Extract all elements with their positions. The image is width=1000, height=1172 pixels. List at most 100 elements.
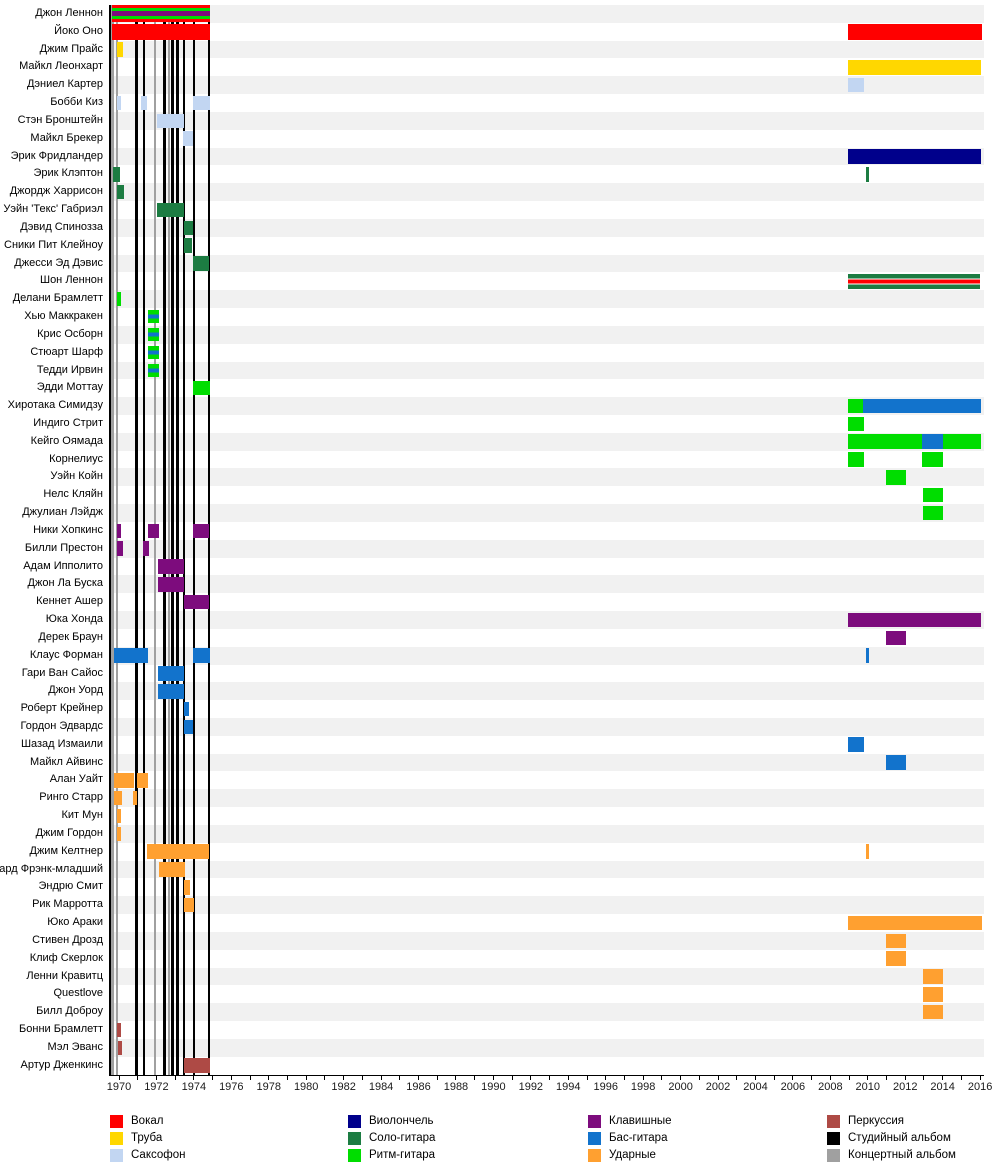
row-stripe <box>108 450 984 469</box>
musician-label: Гордон Эдвардс <box>20 720 103 732</box>
musician-label: Майкл Айвинс <box>29 755 103 768</box>
axis-tick <box>942 1076 944 1080</box>
legend-swatch <box>348 1149 361 1162</box>
musician-label: Джон Уорд <box>48 684 103 697</box>
legend-swatch <box>827 1115 840 1128</box>
row-stripe <box>108 771 984 790</box>
musician-label: Юка Хонда <box>45 613 103 626</box>
musician-label: Джим Гордон <box>35 826 103 839</box>
legend-label: Труба <box>131 1132 163 1144</box>
axis-tick <box>642 1076 644 1080</box>
row-stripe <box>108 753 984 772</box>
axis-tick <box>418 1076 420 1080</box>
row-stripe <box>108 628 984 647</box>
row-stripe <box>108 611 984 629</box>
axis-tick <box>492 1076 494 1080</box>
row-stripe <box>108 414 984 433</box>
musician-label: Тедди Ирвин <box>36 363 103 376</box>
musician-label: Клаус Форман <box>29 648 103 661</box>
legend-swatch <box>588 1149 601 1162</box>
concert-album-line <box>115 5 119 1075</box>
timeline-bar-keys <box>158 577 185 592</box>
axis-year-label: 1970 <box>106 1080 132 1093</box>
musician-label: Шон Леннон <box>39 274 103 287</box>
timeline-bar-drums <box>183 897 195 913</box>
musician-label: Хью Маккракен <box>24 310 103 323</box>
axis-tick <box>530 1076 532 1080</box>
musician-label: Гари Ван Сайос <box>21 666 103 679</box>
row-stripe <box>108 807 984 825</box>
legend-swatch <box>110 1132 123 1145</box>
musician-label: Сники Пит Клейноу <box>4 238 103 251</box>
timeline-bar-drums <box>923 1004 944 1020</box>
timeline-bar-solo <box>183 238 193 253</box>
legend-label: Клавишные <box>609 1115 672 1127</box>
musician-label: Стивен Дрозд <box>32 933 103 946</box>
axis-year-label: 1974 <box>181 1080 207 1093</box>
row-stripe <box>108 22 984 41</box>
row-stripe <box>108 646 984 665</box>
timeline-bar-solo <box>117 184 124 200</box>
row-stripe <box>108 129 984 148</box>
timeline-bar-keys <box>158 559 185 574</box>
row-stripe <box>108 860 984 879</box>
axis-year-label: 1982 <box>331 1080 356 1093</box>
musician-label: Делани Брамлетт <box>12 292 103 305</box>
row-stripe <box>108 379 984 398</box>
axis-tick <box>792 1076 794 1080</box>
axis-year-label: 2016 <box>967 1080 993 1093</box>
legend-swatch <box>588 1115 601 1128</box>
axis-tick <box>829 1076 831 1080</box>
timeline-bar-multi-role <box>848 273 981 289</box>
musician-label: Йоко Оно <box>54 24 103 37</box>
axis-tick <box>960 1076 962 1080</box>
timeline-bar-keys <box>143 541 149 556</box>
timeline-bar-sax <box>141 95 148 111</box>
musician-label: Корнелиус <box>49 452 103 465</box>
timeline-bar-rhythm <box>922 452 943 467</box>
concert-album-line <box>153 5 157 1075</box>
musician-label: Уэйн 'Текс' Габриэл <box>3 203 103 216</box>
timeline-bar-rhythm <box>192 380 210 396</box>
musician-label: Клиф Скерлок <box>29 951 103 964</box>
axis-year-label: 2014 <box>930 1080 955 1093</box>
musician-label: Бобби Киз <box>50 96 103 109</box>
row-stripe <box>108 914 984 932</box>
timeline-bar-sax <box>192 95 210 111</box>
musician-label: Билл Доброу <box>36 1005 103 1018</box>
musician-label: Майкл Леонхарт <box>19 60 103 73</box>
timeline-bar-sax <box>117 95 122 111</box>
row-stripe <box>108 718 984 736</box>
axis-tick <box>343 1076 345 1080</box>
musician-label: Юко Араки <box>47 916 103 929</box>
musician-label: Нелс Кляйн <box>43 488 103 501</box>
timeline-bar-drums <box>866 844 870 859</box>
axis-tick <box>361 1076 363 1080</box>
timeline-bar-keys <box>147 523 160 539</box>
musician-label: Джулиан Лэйдж <box>22 506 103 519</box>
row-stripe <box>108 557 984 576</box>
timeline-bar-solo <box>157 202 184 218</box>
row-stripe <box>108 361 984 380</box>
timeline-bar-perc <box>183 1058 210 1073</box>
timeline-bar-vocal <box>112 23 210 40</box>
musician-label: Роберт Крейнер <box>20 702 103 715</box>
timeline-bar-drums <box>183 880 190 895</box>
musician-label: Дэниел Картер <box>26 78 103 91</box>
axis-tick <box>661 1076 663 1080</box>
timeline-bar-keys <box>885 630 906 646</box>
timeline-bar-bass <box>183 719 194 735</box>
musician-label: Крис Осборн <box>37 327 103 340</box>
studio-album-line <box>176 5 179 1075</box>
timeline-bar-bass <box>192 648 210 663</box>
timeline-bar-drums <box>923 987 944 1002</box>
musician-label: Кеннет Ашер <box>36 595 103 608</box>
timeline-bar-drums <box>885 933 906 949</box>
legend-label: Вокал <box>131 1115 164 1127</box>
timeline-bar-drums <box>136 773 148 788</box>
legend-label: Концертный альбом <box>848 1149 956 1161</box>
axis-tick <box>249 1076 251 1080</box>
studio-album-line <box>171 5 174 1075</box>
x-axis-line <box>108 1074 984 1076</box>
legend-label: Виолончель <box>369 1115 434 1127</box>
